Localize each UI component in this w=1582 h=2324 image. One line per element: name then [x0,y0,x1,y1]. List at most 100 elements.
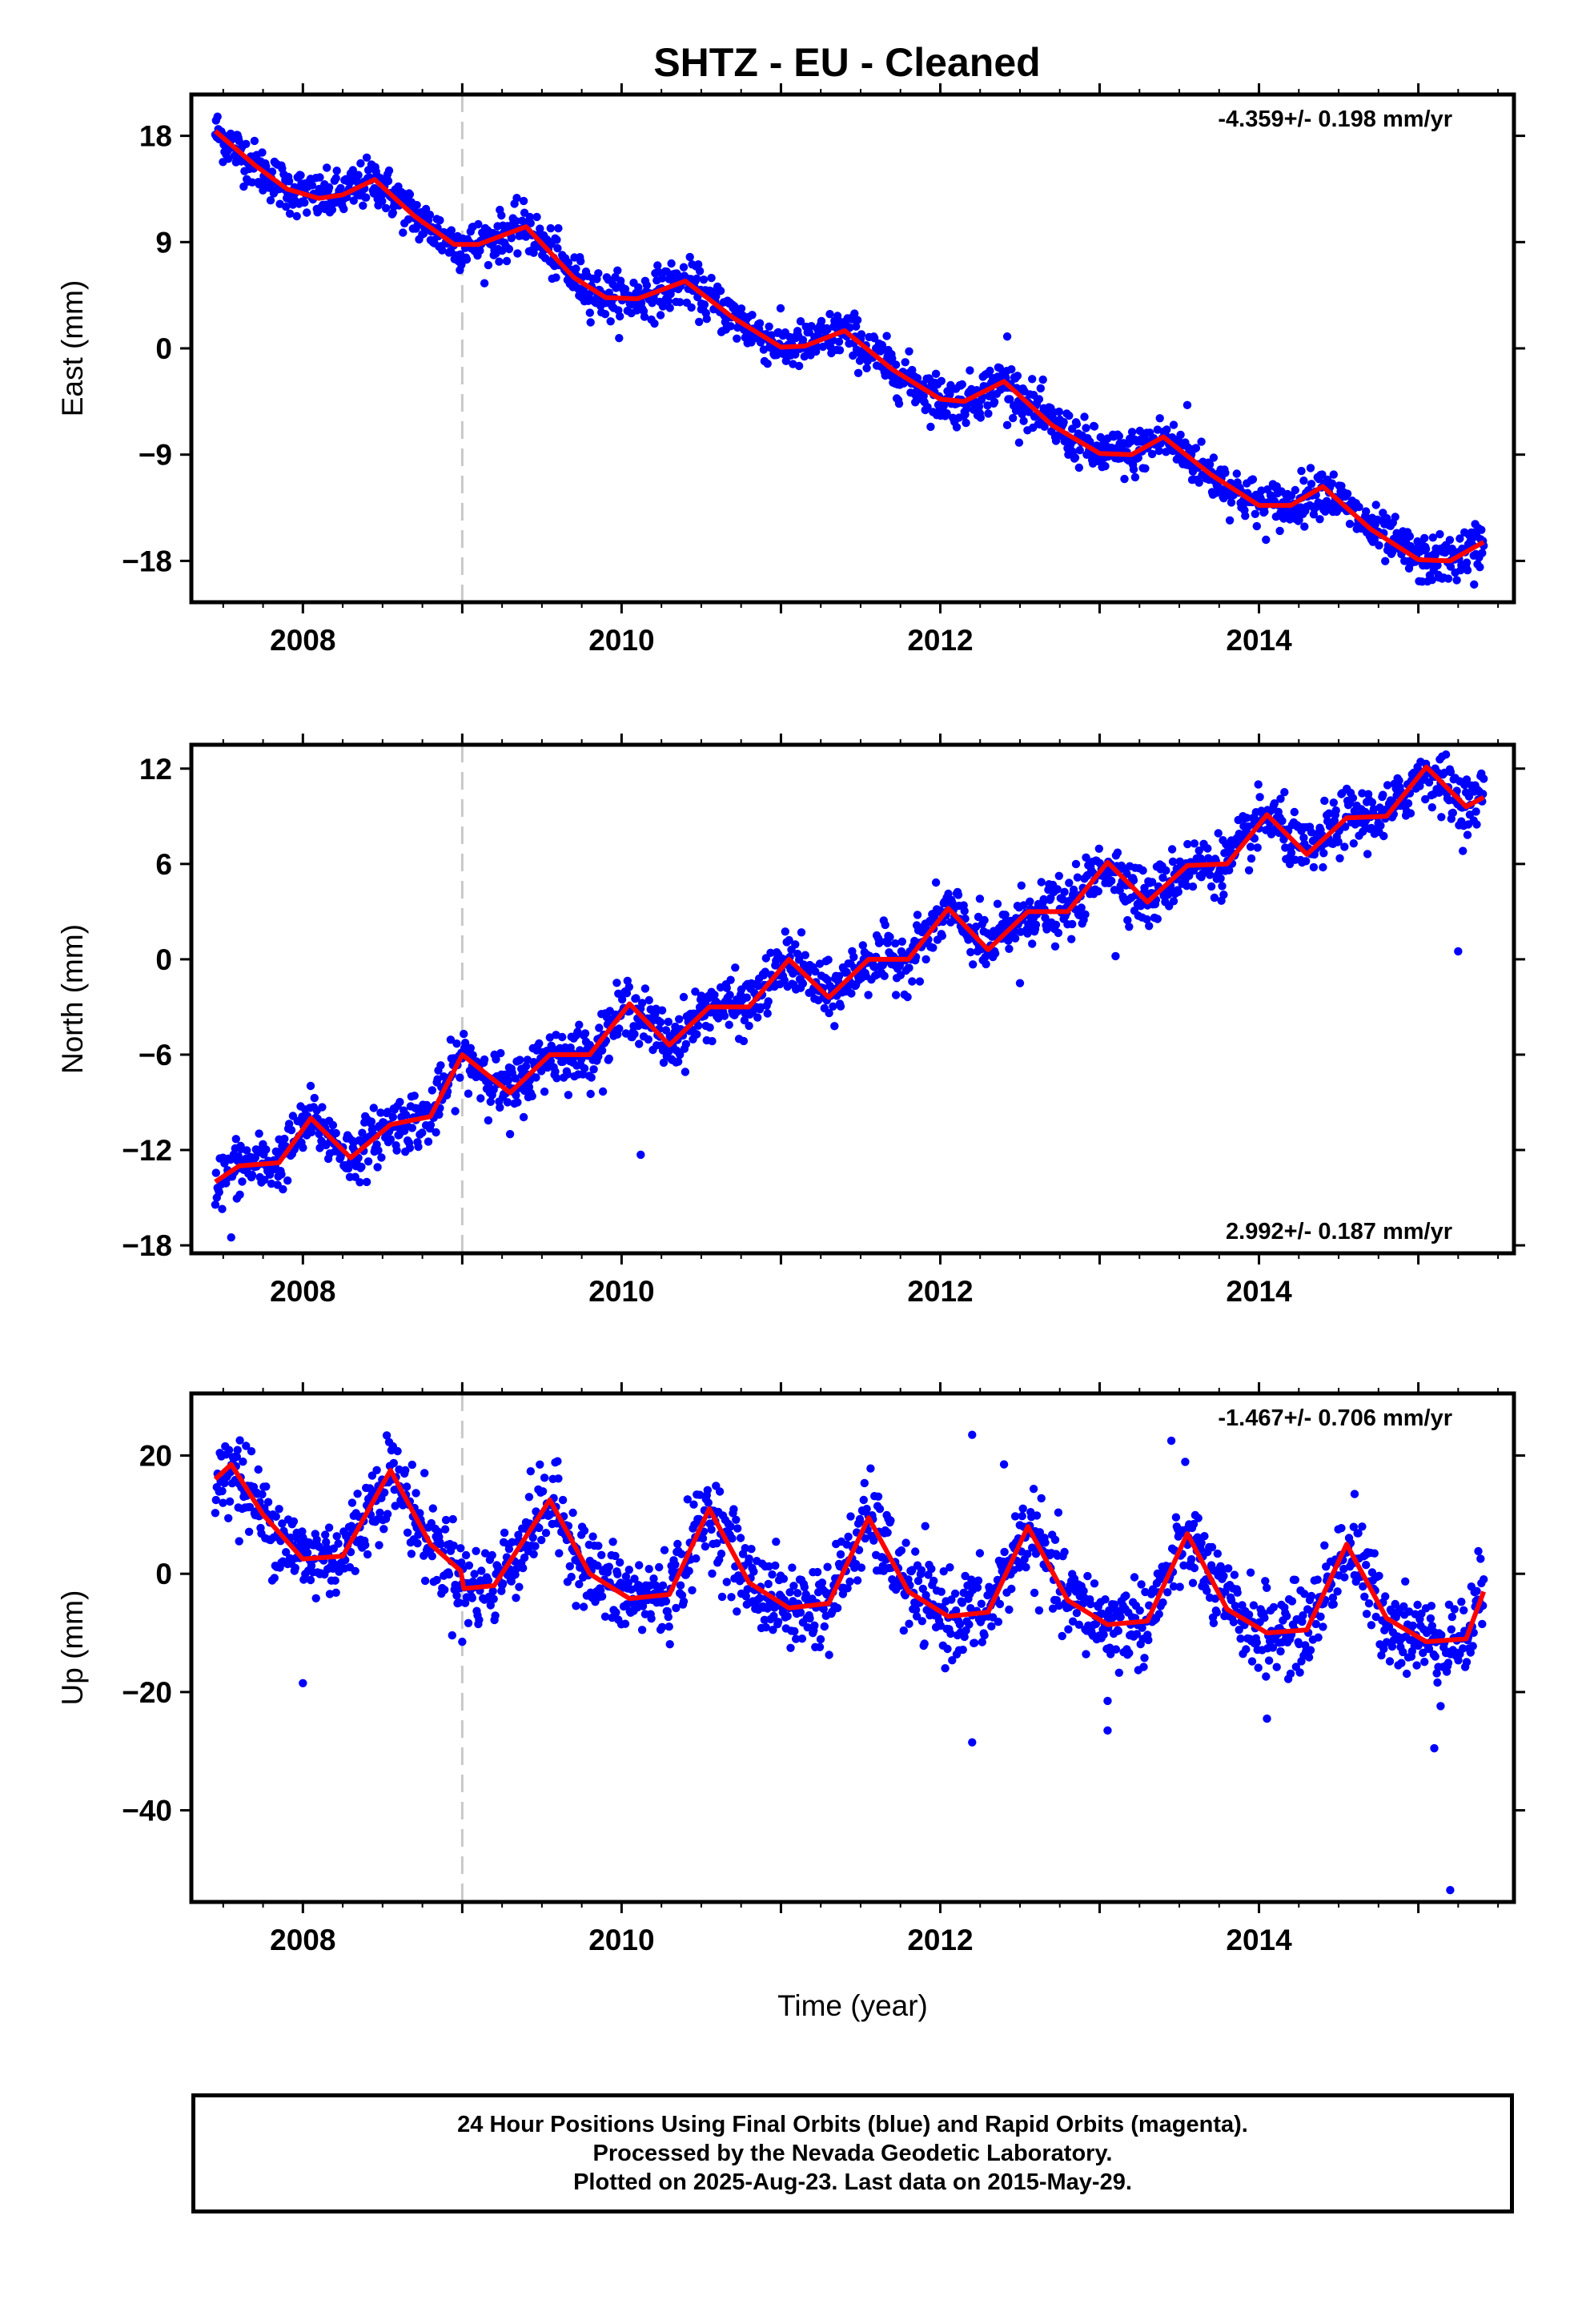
data-point [613,1570,622,1578]
data-point [1233,1588,1242,1597]
data-point [532,1507,540,1516]
data-point [235,1436,244,1445]
data-point [707,1525,716,1534]
data-point [1010,934,1020,943]
data-point [901,1538,910,1547]
data-point [512,1091,520,1100]
data-point [994,1618,1003,1626]
data-point [475,1615,484,1625]
data-point [343,1164,353,1173]
x-tick-label: 2008 [270,1275,335,1308]
data-point [586,1089,595,1099]
data-point [769,1611,778,1621]
data-point [448,1514,457,1524]
data-point [1431,550,1439,560]
data-point [747,1545,756,1554]
data-point [540,1088,549,1096]
data-point [611,1551,620,1561]
data-point [681,1039,691,1049]
data-point [737,304,746,313]
data-point [1074,463,1084,472]
data-point [238,1177,247,1186]
data-point [1349,1522,1359,1531]
data-point [1009,413,1018,423]
data-point [1236,1634,1245,1643]
data-point [655,1562,664,1572]
data-point [946,1629,955,1638]
data-point [742,993,751,1002]
data-point [621,1572,631,1581]
data-point [1029,1485,1038,1494]
data-point [470,1570,479,1578]
data-point [1129,465,1138,474]
data-point [698,1534,708,1543]
data-point [912,1612,921,1621]
data-point [1018,1504,1027,1514]
data-point [407,1550,416,1558]
data-point [955,1620,965,1629]
data-point [488,1550,496,1560]
data-point [1065,411,1074,420]
data-point [1433,561,1442,570]
data-point [676,298,685,307]
data-point [1082,1650,1090,1659]
data-point [491,1611,500,1620]
data-point [349,196,358,205]
data-point [1231,1602,1240,1610]
data-point [674,1057,683,1066]
data-point [1113,848,1122,857]
data-point [1361,807,1370,817]
data-point [664,1017,673,1027]
data-point [860,1478,869,1488]
data-point [1343,489,1352,498]
data-point [247,1447,256,1456]
data-point [703,1486,712,1495]
data-point [911,1606,921,1614]
data-point [540,1474,549,1482]
data-point [1313,1575,1322,1584]
data-point [1219,891,1228,899]
data-point [1276,1647,1285,1656]
data-point [1261,1577,1270,1586]
data-point [800,1582,809,1592]
figure-title: SHTZ - EU - Cleaned [653,40,1040,85]
data-point [306,1081,315,1091]
outlier-point [636,1150,645,1160]
data-point [263,1498,273,1506]
data-point [516,1055,524,1064]
data-point [514,1530,523,1539]
data-point [1275,526,1284,536]
data-point [1329,798,1339,807]
data-point [679,1597,689,1606]
data-point [1171,1513,1181,1522]
data-point [1479,790,1488,798]
data-point [363,1550,372,1559]
data-point [436,1061,445,1070]
data-point [1072,420,1082,428]
data-point [649,1574,658,1583]
data-point [857,1563,866,1572]
data-point [367,1471,377,1480]
data-point [1013,372,1022,380]
data-point [825,1651,833,1659]
data-point [1031,920,1041,929]
data-point [1311,1619,1320,1629]
data-point [849,952,858,962]
data-point [1253,843,1262,852]
data-point [383,1510,392,1518]
data-point [1306,464,1315,472]
data-point [959,1588,968,1598]
data-point [1116,1613,1125,1622]
data-point [1227,498,1236,507]
data-point [580,1063,589,1073]
data-point [369,1104,378,1112]
data-point [507,234,516,243]
data-point [1225,516,1235,525]
data-point [332,1532,341,1541]
data-point [1197,1538,1206,1548]
data-point [1138,1623,1146,1632]
data-point [362,193,371,202]
data-point [844,1532,853,1542]
data-point [472,1546,480,1556]
